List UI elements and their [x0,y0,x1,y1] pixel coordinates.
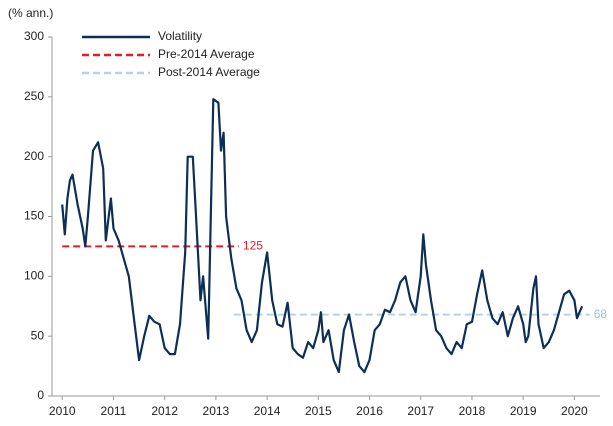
legend-label: Post-2014 Average [158,65,260,79]
x-tick-label: 2020 [561,404,588,418]
x-tick-label: 2013 [203,404,230,418]
x-tick-label: 2011 [101,404,127,418]
series-line [61,98,584,374]
x-tick-label: 2017 [407,404,434,418]
y-tick-label: 250 [24,89,44,103]
x-tick-label: 2019 [510,404,537,418]
y-tick-label: 150 [24,209,44,223]
x-tick-label: 2016 [356,404,383,418]
y-tick-label: 300 [24,29,44,43]
y-tick-label: 0 [37,388,44,402]
y-tick-label: 100 [24,269,44,283]
legend-label: Pre-2014 Average [158,47,255,61]
x-tick-label: 2014 [254,404,281,418]
y-tick-label: 200 [24,149,44,163]
legend-label: Volatility [158,29,202,43]
y-tick-label: 50 [31,328,45,342]
y-axis-label: (% ann.) [8,6,53,20]
x-tick-label: 2015 [305,404,332,418]
value-label: 125 [243,239,263,253]
value-label: 68 [594,307,608,321]
x-tick-label: 2018 [459,404,486,418]
x-tick-label: 2010 [49,404,76,418]
x-tick-label: 2012 [151,404,178,418]
